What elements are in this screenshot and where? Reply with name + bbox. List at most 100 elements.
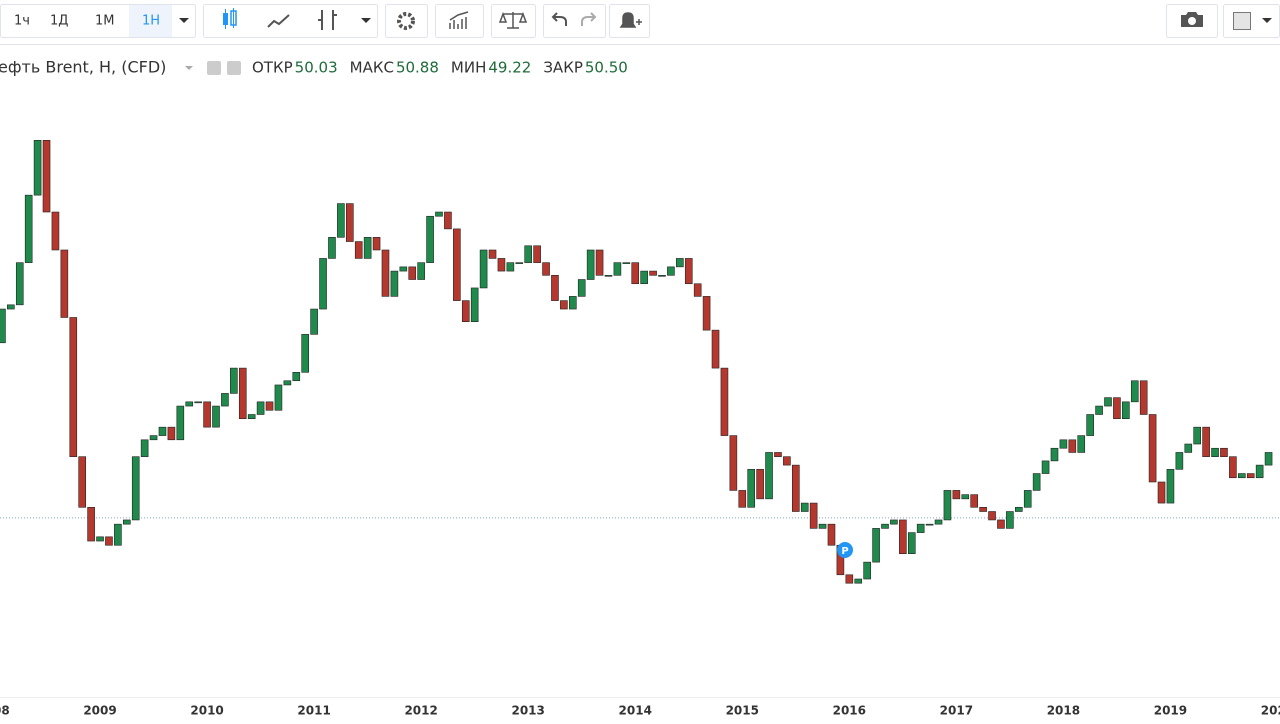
interval-active [129,5,172,37]
candle-body [1246,473,1255,479]
style-frame [203,4,378,38]
candle-body [729,435,738,491]
candle-body [497,258,506,272]
candle-body [907,532,916,554]
candle-body [479,249,488,289]
legend-value: 50.03 [295,59,338,77]
candle-body [426,215,434,263]
legend-label: МИН [451,59,486,77]
candle-body [363,237,372,259]
redo-button[interactable] [581,12,597,26]
undo-redo-frame [543,4,606,38]
legend-label: ОТКР [252,59,293,77]
candle-body [256,401,265,415]
candle-body [1211,447,1219,457]
candle-body [140,439,149,457]
legend-value: 49.22 [488,59,531,77]
chart-style-group [203,4,378,38]
candle-body [702,296,711,331]
legend-icon[interactable] [227,61,241,75]
line-style-button[interactable] [267,14,290,28]
candle-body [185,401,194,407]
candles-button[interactable] [223,8,237,29]
candle-body [7,304,15,310]
candle-body [328,237,336,259]
candle-body [577,279,586,297]
candle-body [51,211,60,251]
dropdown-arrow[interactable] [179,18,189,23]
candle-body [640,270,648,285]
event-marker [837,542,853,558]
candle-body [1006,511,1014,529]
undo-button[interactable] [551,12,567,26]
candle-body [854,578,863,584]
candle-body [899,519,907,554]
event-marker-label: P [841,546,848,557]
candle-body [533,245,541,263]
candle-body [952,490,961,500]
interval-button[interactable]: 1Д [50,14,68,29]
candle-body [212,405,220,428]
candle-body [934,519,943,525]
candle-body [42,140,51,213]
x-tick-label: 2009 [83,704,116,718]
candle-body [408,266,417,280]
x-tick-label: 2012 [404,704,437,718]
x-tick-label: 2015 [726,704,759,718]
candle-body [1113,397,1121,420]
candle-body [221,393,229,407]
layout-button[interactable] [1223,4,1280,38]
candle-body [916,523,925,533]
candle-body [194,401,202,404]
legend-icon[interactable] [207,61,221,75]
candle-body [1229,456,1237,479]
x-tick-label: 2013 [511,704,544,718]
candle-body [1202,426,1210,457]
candle-body [1122,401,1130,420]
candle-body [114,523,122,546]
dropdown-arrow[interactable] [361,18,371,23]
candle-body [988,511,996,521]
candle-body [961,494,970,500]
candle-body [667,266,675,276]
candle-body [791,464,800,512]
candle-body [176,405,185,441]
settings-button[interactable] [385,4,428,38]
candle-body [131,456,140,521]
candle-body [105,536,113,546]
indicators-icon [449,11,469,29]
x-tick-label: 2017 [940,704,973,718]
candle-body [747,469,756,508]
candle-body [658,274,666,277]
candle-body [1220,447,1228,457]
layout-icon [1233,12,1251,30]
candle-body [310,308,318,335]
bar-style-button[interactable] [318,10,337,30]
interval-button[interactable]: 1Н [142,14,160,29]
indicators-button[interactable] [435,4,484,38]
candle-body [684,258,693,285]
symbol-dropdown[interactable] [185,66,193,70]
candle-body [1193,426,1201,445]
candle-body [560,300,568,310]
interval-button[interactable]: 1М [95,14,115,29]
candle-body [925,523,934,526]
candle-body [524,245,533,263]
interval-button[interactable]: 1ч [14,14,30,29]
symbol-title[interactable]: ефть Brent, Н, (CFD) [0,58,166,77]
candle-body [461,300,470,322]
candle-body [595,249,604,276]
candle-body [1059,439,1068,449]
candle-body [1050,447,1059,462]
candle-body [881,523,889,529]
dropdown-arrow[interactable] [1262,18,1272,23]
candle-body [1077,435,1086,453]
candle-body [1014,506,1023,512]
candle-body [238,367,247,420]
candle-body [809,502,818,529]
candle-body [800,502,809,512]
candle-body [568,296,577,310]
candle-body [1148,414,1157,483]
candle-body [417,262,425,280]
candle-body [676,258,684,268]
